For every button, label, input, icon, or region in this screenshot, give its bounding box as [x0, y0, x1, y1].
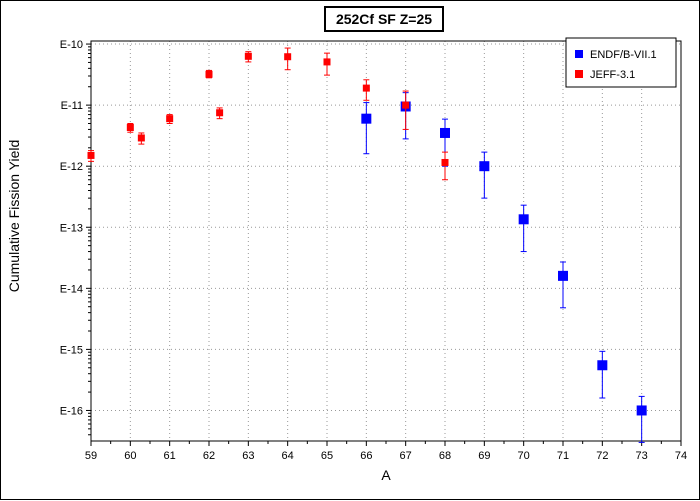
y-tick-label: E-11	[61, 100, 83, 112]
x-tick-label: 61	[164, 450, 176, 462]
plot-area	[91, 41, 681, 441]
x-tick-label: 72	[596, 450, 608, 462]
x-tick-label: 62	[203, 450, 215, 462]
jeff-data-point	[244, 52, 252, 60]
jeff-data-point	[137, 134, 145, 142]
endf-data-point	[440, 127, 450, 138]
y-tick-label: E-15	[60, 344, 83, 356]
y-tick-label: E-13	[60, 222, 83, 234]
grid-lines	[91, 41, 681, 441]
y-tick-label: E-14	[60, 283, 83, 295]
x-tick-label: 66	[360, 450, 372, 462]
x-axis-title: A	[381, 467, 391, 483]
title-box	[324, 6, 444, 32]
x-tick-label: 71	[557, 450, 569, 462]
jeff-data-point	[216, 109, 224, 117]
legend-label-jeff: JEFF-3.1	[590, 69, 635, 81]
endf-data-point	[361, 113, 372, 124]
x-tick-label: 68	[439, 450, 451, 462]
jeff-data-point	[126, 124, 134, 132]
legend-box	[565, 37, 677, 88]
endf-data-point	[518, 214, 529, 225]
x-tick-label: 60	[124, 450, 136, 462]
y-tick-label: E-10	[60, 39, 83, 51]
axes: 59 60 61 62 63 64 65 66 67 68 69 70 71 72 73 74 E-10 E-11…	[60, 39, 687, 462]
chart-title: 252Cf SF Z=25	[324, 6, 444, 32]
x-tick-label: 63	[242, 450, 254, 462]
plot-border	[90, 40, 682, 442]
x-tick-label: 67	[400, 450, 412, 462]
y-axis-title: Cumulative Fission Yield	[6, 140, 22, 293]
title-text: 252Cf SF Z=25	[336, 11, 432, 27]
y-tick-label: E-16	[60, 405, 83, 417]
jeff-data-point	[166, 115, 174, 123]
legend-marker-jeff	[575, 70, 583, 78]
x-tick-label: 73	[636, 450, 648, 462]
x-tick-label: 64	[282, 450, 294, 462]
x-tick-label: 70	[518, 450, 530, 462]
legend-label-endf: ENDF/B-VII.1	[590, 49, 657, 61]
jeff-data-point	[205, 70, 213, 78]
jeff-data-point	[441, 158, 449, 166]
y-tick-label: E-12	[60, 161, 83, 173]
endf-data-point	[558, 270, 568, 281]
x-tick-label: 69	[478, 450, 490, 462]
x-tick-label: 59	[85, 450, 97, 462]
x-tick-label: 65	[321, 450, 333, 462]
legend: ENDF/B-VII.1 JEFF-3.1	[565, 37, 677, 88]
jeff-data-point	[362, 84, 370, 92]
jeff-data-point	[87, 151, 95, 159]
data-marks	[87, 47, 647, 443]
endf-data-point	[479, 161, 490, 172]
x-tick-label: 74	[675, 450, 687, 462]
jeff-data-point	[323, 58, 331, 66]
legend-marker-endf	[575, 50, 583, 58]
jeff-data-point	[402, 101, 410, 109]
endf-data-point	[636, 405, 647, 416]
jeff-data-point	[284, 53, 292, 61]
endf-data-point	[597, 360, 608, 371]
